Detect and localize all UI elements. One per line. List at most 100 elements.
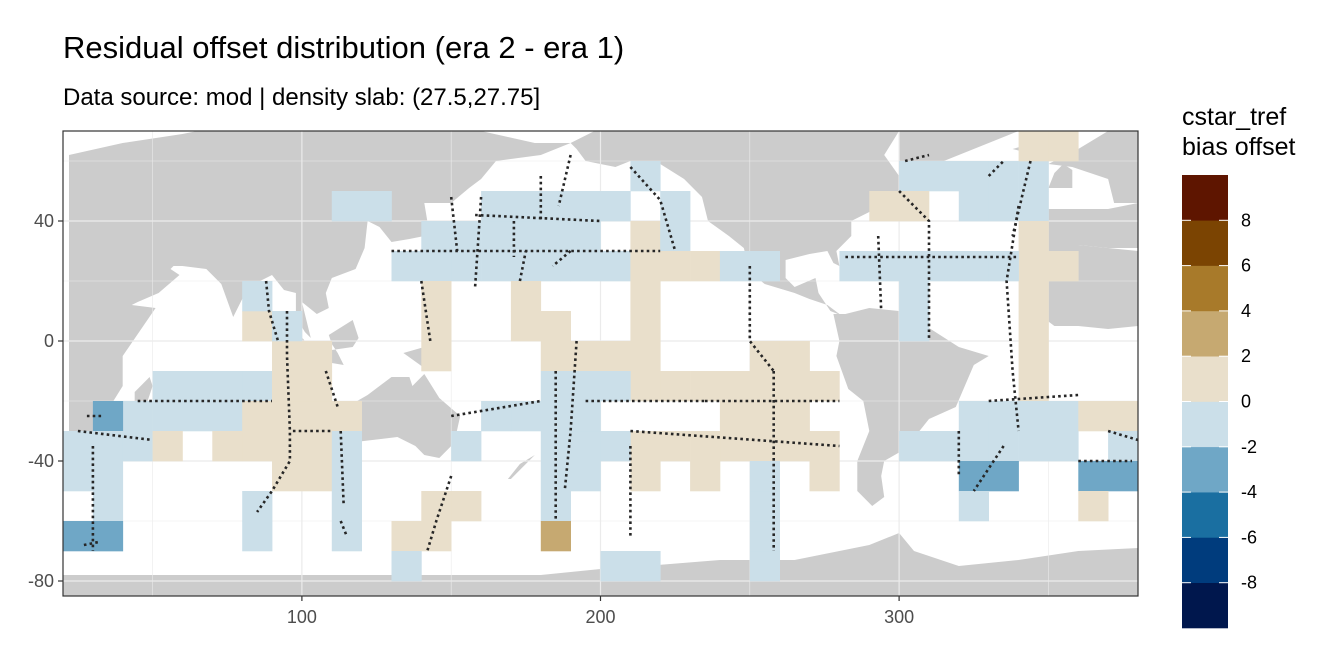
heatmap-cell [630, 161, 661, 192]
heatmap-cell [242, 371, 273, 402]
land-mass [69, 131, 571, 443]
heatmap-cell [630, 341, 661, 372]
track-layer [77, 153, 1138, 552]
heatmap-cell [958, 431, 989, 462]
heatmap-cell [749, 551, 780, 582]
heatmap-cell [779, 371, 810, 402]
heatmap-cell [1018, 371, 1049, 402]
heatmap-cell [600, 251, 631, 282]
heatmap-cell [421, 341, 452, 372]
heatmap-cell [570, 461, 601, 492]
heatmap-cell [421, 281, 452, 312]
heatmap-cell [1048, 431, 1079, 462]
heatmap-cell [481, 401, 512, 432]
heatmap-cell [899, 431, 930, 462]
heatmap-cell [1018, 401, 1049, 432]
heatmap-cell [391, 551, 422, 582]
heatmap-cell [301, 371, 333, 402]
heatmap-cell [899, 161, 930, 192]
heatmap-cell [301, 341, 333, 372]
legend-swatch [1182, 446, 1228, 493]
land-mass [63, 533, 1138, 596]
heatmap-cell [242, 431, 273, 462]
heatmap-cell [92, 491, 124, 522]
observation-track [904, 153, 930, 163]
heatmap-cell [1018, 311, 1049, 342]
heatmap-cell [630, 461, 661, 492]
observation-track [83, 540, 100, 547]
heatmap-cell [988, 161, 1019, 192]
heatmap-cell [570, 191, 601, 222]
observation-track [551, 250, 572, 267]
heatmap-cell [510, 191, 542, 222]
heatmap-cell [690, 251, 721, 282]
chart-subtitle: Data source: mod | density slab: (27.5,2… [63, 84, 541, 111]
heatmap-cell [540, 341, 571, 372]
heatmap-cell [510, 251, 542, 282]
legend-title: cstar_tref bias offset [1182, 102, 1296, 162]
heatmap-cell [540, 191, 571, 222]
land-mass [346, 374, 461, 458]
heatmap-cell [331, 191, 362, 222]
heatmap-cell [660, 251, 691, 282]
observation-track [77, 429, 153, 442]
heatmap-cell [570, 221, 601, 252]
heatmap-cell [451, 491, 482, 522]
heatmap-cell [272, 401, 303, 432]
heatmap-cell [1108, 431, 1138, 462]
heatmap-cell [630, 311, 661, 342]
heatmap-cell [749, 371, 780, 402]
heatmap-cell [122, 431, 153, 462]
heatmap-cell [660, 371, 691, 402]
heatmap-cell [899, 281, 930, 312]
heatmap-cell [899, 251, 930, 282]
observation-track [426, 475, 453, 552]
y-tick-label: 0 [44, 331, 54, 351]
land-mass [899, 131, 1019, 161]
heatmap-cell [690, 371, 721, 402]
observation-track [420, 280, 432, 342]
y-tick-label: -80 [28, 571, 54, 591]
heatmap-cell [242, 401, 273, 432]
heatmap-cell [869, 251, 900, 282]
heatmap-cell [600, 431, 631, 462]
heatmap-cell [988, 401, 1019, 432]
heatmap-cell [92, 401, 124, 432]
heatmap-cell [779, 401, 810, 432]
heatmap-cell [1078, 401, 1109, 432]
heatmap-cell [1048, 251, 1079, 282]
legend: -8 -6 -4 -2 0 2 4 6 8 [1182, 175, 1257, 629]
heatmap-cell [1078, 491, 1109, 522]
heatmap-cell [1048, 401, 1079, 432]
heatmap-cell [182, 371, 213, 402]
heatmap-cell [421, 491, 452, 522]
x-tick-label: 100 [287, 607, 317, 627]
x-tick-label: 200 [585, 607, 615, 627]
legend-swatch [1182, 401, 1228, 448]
heatmap-cell [242, 281, 273, 312]
observation-track [898, 190, 931, 341]
legend-label: 2 [1241, 346, 1251, 366]
heatmap-cell [421, 521, 452, 552]
legend-swatch [1182, 220, 1228, 266]
heatmap-cell [570, 401, 601, 432]
heatmap-cell [719, 251, 751, 282]
heatmap-cell [421, 221, 452, 252]
heatmap-cell [1018, 281, 1049, 312]
heatmap-cell [630, 251, 661, 282]
heatmap-cell [570, 371, 601, 402]
heatmap-cell [869, 191, 900, 222]
heatmap-cell [809, 371, 840, 402]
observation-track [475, 213, 601, 223]
legend-swatch [1182, 175, 1228, 221]
legend-title-line1: cstar_tref [1182, 103, 1287, 131]
heatmap-cell [152, 401, 183, 432]
observation-track [264, 280, 280, 342]
heatmap-cell [719, 401, 751, 432]
heatmap-cell [1018, 251, 1049, 282]
heatmap-cell [988, 461, 1019, 492]
heatmap-cell [391, 251, 422, 282]
heatmap-cell [1108, 401, 1138, 432]
legend-swatch [1182, 310, 1228, 357]
heatmap-cell [242, 521, 273, 552]
